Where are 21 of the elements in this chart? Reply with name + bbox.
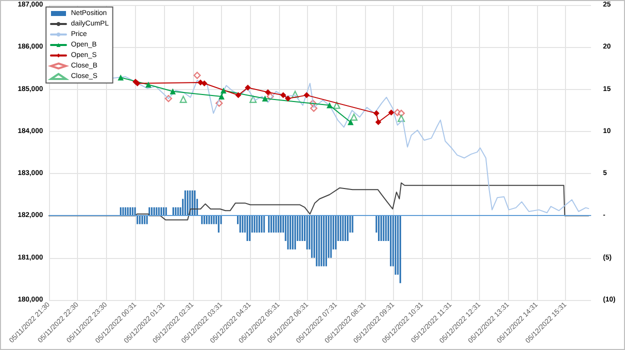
point (304, 92, 310, 98)
point (333, 102, 340, 109)
point (180, 96, 187, 103)
point (262, 96, 268, 102)
point (194, 72, 201, 79)
point (218, 93, 225, 100)
point (388, 109, 394, 116)
point (348, 119, 354, 126)
point (264, 89, 271, 96)
point (244, 84, 251, 91)
point (350, 114, 358, 121)
point (375, 119, 382, 126)
point (145, 82, 152, 88)
point (280, 92, 286, 98)
point (235, 92, 242, 98)
point (284, 96, 291, 102)
point (220, 88, 226, 94)
point (118, 74, 124, 80)
point (170, 88, 176, 94)
point (373, 110, 380, 116)
point (326, 102, 333, 108)
